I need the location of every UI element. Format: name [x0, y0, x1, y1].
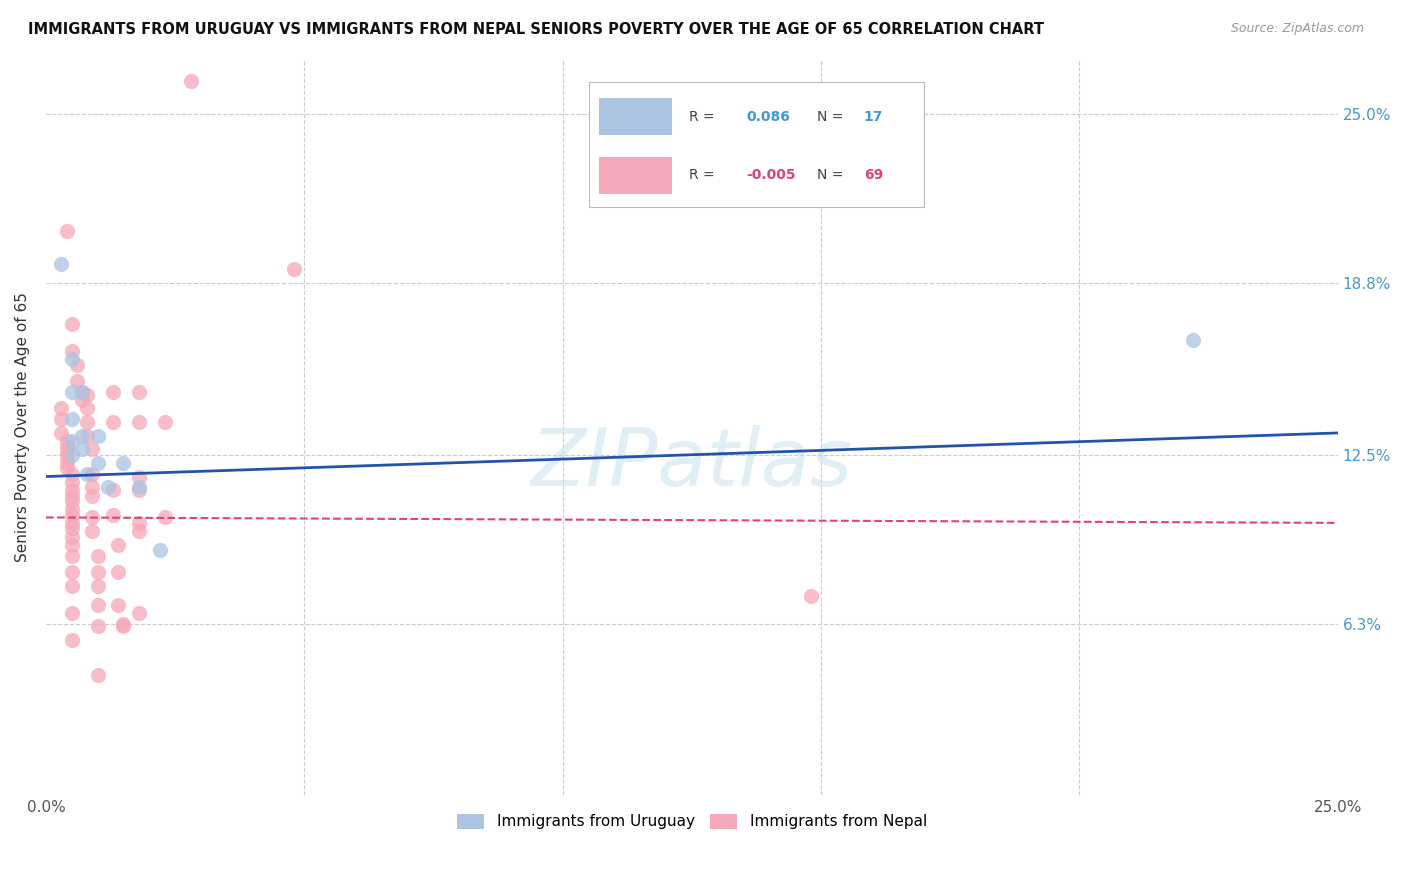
Point	[55, 224, 77, 238]
Point	[800, 590, 823, 604]
Point	[60, 344, 83, 359]
Point	[128, 469, 150, 483]
Point	[76, 388, 98, 402]
Point	[60, 538, 83, 552]
Point	[149, 543, 172, 558]
Point	[60, 434, 83, 449]
Point	[60, 475, 83, 489]
Point	[82, 489, 104, 503]
Point	[128, 483, 150, 498]
Point	[86, 565, 108, 579]
Point	[128, 480, 150, 494]
Point	[180, 74, 202, 88]
Point	[112, 456, 135, 470]
Point	[60, 385, 83, 400]
Point	[128, 524, 150, 538]
Point	[101, 415, 124, 429]
Point	[70, 442, 93, 457]
Point	[60, 483, 83, 498]
Point	[60, 549, 83, 563]
Point	[82, 442, 104, 457]
Point	[128, 415, 150, 429]
Text: Source: ZipAtlas.com: Source: ZipAtlas.com	[1230, 22, 1364, 36]
Text: ZIPatlas: ZIPatlas	[531, 425, 853, 503]
Point	[60, 317, 83, 331]
Point	[60, 516, 83, 530]
Point	[60, 352, 83, 367]
Point	[153, 510, 176, 524]
Point	[82, 510, 104, 524]
Point	[60, 489, 83, 503]
Text: IMMIGRANTS FROM URUGUAY VS IMMIGRANTS FROM NEPAL SENIORS POVERTY OVER THE AGE OF: IMMIGRANTS FROM URUGUAY VS IMMIGRANTS FR…	[28, 22, 1045, 37]
Point	[60, 633, 83, 648]
Point	[60, 521, 83, 535]
Y-axis label: Seniors Poverty Over the Age of 65: Seniors Poverty Over the Age of 65	[15, 293, 30, 563]
Point	[112, 619, 135, 633]
Point	[51, 257, 73, 271]
Point	[112, 616, 135, 631]
Point	[82, 480, 104, 494]
Point	[101, 483, 124, 498]
Point	[86, 578, 108, 592]
Point	[60, 494, 83, 508]
Point	[86, 428, 108, 442]
Point	[55, 456, 77, 470]
Point	[51, 412, 73, 426]
Point	[82, 524, 104, 538]
Point	[55, 434, 77, 449]
Point	[86, 549, 108, 563]
Point	[60, 578, 83, 592]
Point	[70, 385, 93, 400]
Point	[107, 598, 129, 612]
Point	[55, 445, 77, 459]
Point	[128, 606, 150, 620]
Point	[60, 448, 83, 462]
Point	[1182, 333, 1205, 347]
Point	[55, 450, 77, 465]
Point	[55, 440, 77, 454]
Point	[101, 385, 124, 400]
Point	[51, 425, 73, 440]
Point	[86, 668, 108, 682]
Point	[60, 606, 83, 620]
Point	[76, 467, 98, 481]
Point	[60, 467, 83, 481]
Point	[97, 480, 120, 494]
Point	[51, 401, 73, 416]
Point	[70, 428, 93, 442]
Point	[86, 619, 108, 633]
Point	[55, 461, 77, 475]
Point	[66, 358, 89, 372]
Point	[86, 456, 108, 470]
Point	[70, 385, 93, 400]
Point	[76, 415, 98, 429]
Point	[60, 508, 83, 522]
Point	[76, 428, 98, 442]
Point	[60, 529, 83, 543]
Point	[128, 516, 150, 530]
Point	[66, 374, 89, 388]
Legend: Immigrants from Uruguay, Immigrants from Nepal: Immigrants from Uruguay, Immigrants from…	[451, 808, 934, 836]
Point	[60, 502, 83, 516]
Point	[60, 412, 83, 426]
Point	[60, 565, 83, 579]
Point	[70, 393, 93, 408]
Point	[76, 401, 98, 416]
Point	[107, 538, 129, 552]
Point	[86, 598, 108, 612]
Point	[101, 508, 124, 522]
Point	[107, 565, 129, 579]
Point	[153, 415, 176, 429]
Point	[128, 385, 150, 400]
Point	[283, 262, 305, 277]
Point	[82, 467, 104, 481]
